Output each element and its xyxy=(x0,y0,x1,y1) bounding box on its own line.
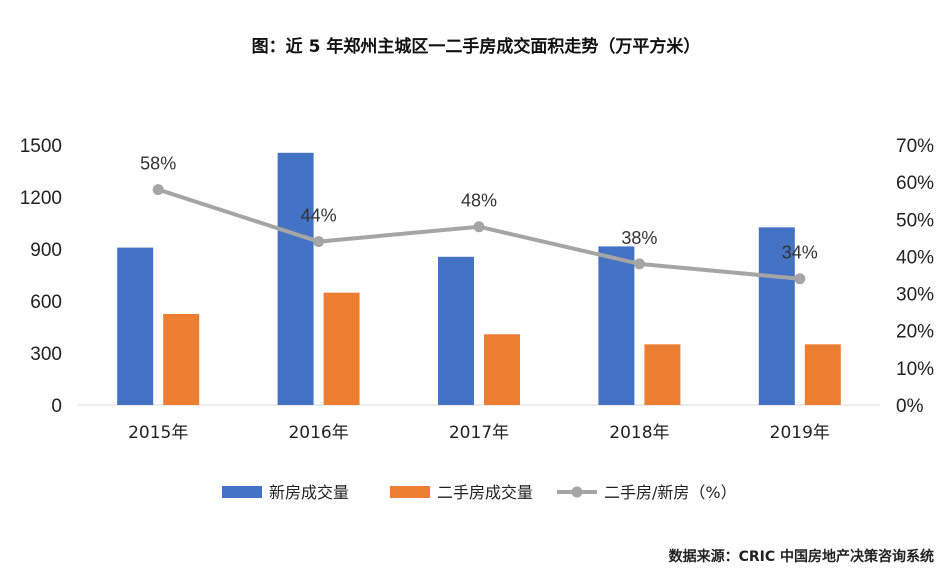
legend-label: 新房成交量 xyxy=(269,483,349,502)
ratio-data-label: 38% xyxy=(621,228,657,248)
ratio-data-label: 58% xyxy=(140,154,176,174)
ratio-data-label: 44% xyxy=(301,206,337,226)
ratio-point xyxy=(473,221,485,233)
legend-swatch xyxy=(390,486,430,498)
chart-title: 图：近 5 年郑州主城区一二手房成交面积走势（万平方米） xyxy=(252,36,701,57)
ratio-data-label: 48% xyxy=(461,191,497,211)
y-left-tick-label: 900 xyxy=(30,240,62,261)
new-house-bar xyxy=(117,247,154,405)
ratio-data-label: 34% xyxy=(782,243,818,263)
second-hand-bar xyxy=(644,344,681,405)
x-tick-label: 2016年 xyxy=(288,423,348,443)
y-right-tick-label: 60% xyxy=(896,173,934,194)
new-house-bar xyxy=(277,152,314,405)
ratio-point xyxy=(633,258,645,270)
new-house-bar xyxy=(598,246,635,405)
second-hand-bar xyxy=(163,314,200,405)
axes: 0 300 600 900 1200 1500 0% 10% 20% 30% 40% 50% 60% 70… xyxy=(20,136,934,443)
x-tick-label: 2017年 xyxy=(449,423,509,443)
y-right-tick-label: 30% xyxy=(896,285,934,306)
x-tick-label: 2018年 xyxy=(609,423,669,443)
ratio-line xyxy=(152,184,806,285)
new-house-bar xyxy=(438,256,474,405)
new-house-bar xyxy=(758,227,795,405)
y-right-tick-label: 0% xyxy=(896,396,924,417)
y-left-tick-label: 1200 xyxy=(20,188,62,209)
legend-label: 二手房成交量 xyxy=(437,483,533,502)
y-right-tick-label: 20% xyxy=(896,322,934,343)
ratio-point xyxy=(794,273,806,285)
ratio-point xyxy=(152,184,164,196)
ratio-point xyxy=(313,236,325,248)
y-left-tick-label: 0 xyxy=(51,396,62,417)
x-tick-label: 2015年 xyxy=(128,423,188,443)
data-labels: 58% 44% 48% 38% 34% xyxy=(140,154,818,263)
y-left-tick-label: 300 xyxy=(30,344,62,365)
legend-label: 二手房/新房（%） xyxy=(604,483,737,502)
second-hand-bar xyxy=(323,292,360,405)
y-right-tick-label: 10% xyxy=(896,359,934,380)
legend-swatch xyxy=(222,486,262,498)
y-right-tick-label: 70% xyxy=(896,136,934,157)
x-tick-label: 2019年 xyxy=(770,423,830,443)
legend-marker xyxy=(571,486,583,498)
legend: 新房成交量 二手房成交量 二手房/新房（%） xyxy=(222,483,737,502)
second-hand-bar xyxy=(804,344,841,405)
y-left-tick-label: 600 xyxy=(30,292,62,313)
second-hand-bar xyxy=(484,334,520,405)
bars xyxy=(117,152,841,405)
y-right-tick-label: 40% xyxy=(896,247,934,268)
source-note: 数据来源：CRIC 中国房地产决策咨询系统 xyxy=(669,548,934,565)
y-right-tick-label: 50% xyxy=(896,210,934,231)
y-left-tick-label: 1500 xyxy=(20,136,62,157)
